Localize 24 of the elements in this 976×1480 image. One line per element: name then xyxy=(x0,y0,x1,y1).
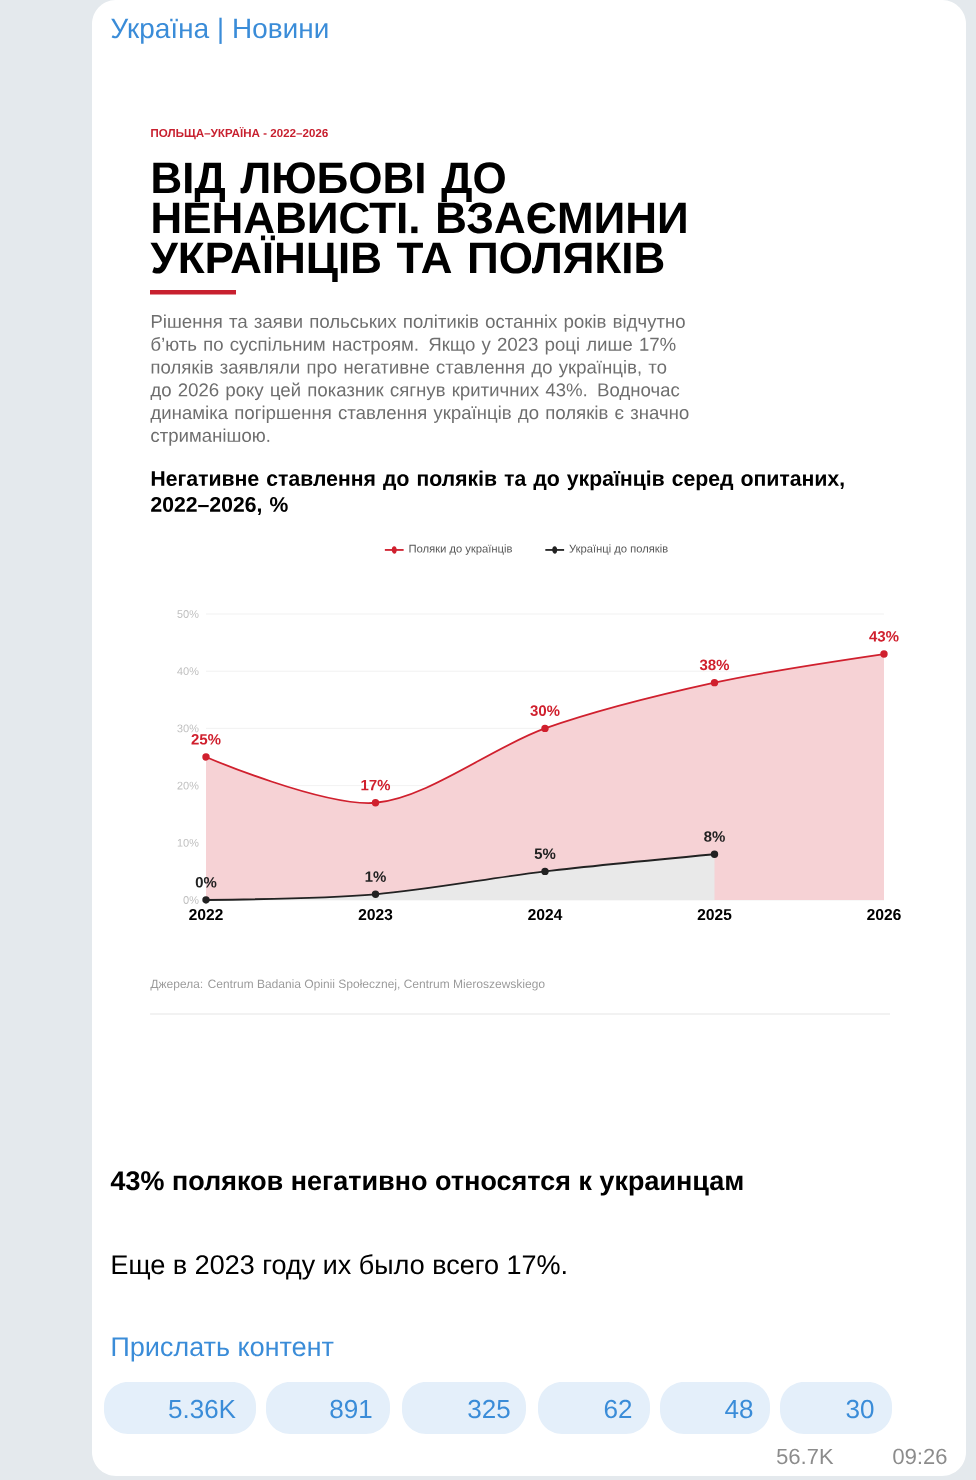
point xyxy=(202,753,210,761)
text: 325 xyxy=(468,1399,510,1419)
chart-subtitle: Негативне ставлення до поляків та до українців серед опитаних, 2022–2026, % xyxy=(151,470,844,516)
text: 43% поляков негативно относятся к украинцам xyxy=(110,1171,743,1196)
text: Рішення та заяви польських політиків останніх років відчутно б’ють по суспільним настроям. Якщо у 2023 році лише 17% поляків заявляли про негативне ставлення до українців, то до 2026 року цей показник сягнув критичних 43%. Водночас динаміка погіршення ставлення українців до поляків є значно стриманішою. xyxy=(150,314,689,446)
point xyxy=(202,896,210,904)
text: Еще в 2023 году их было всего 17%. xyxy=(112,1254,566,1280)
text: Україна | Новини xyxy=(111,17,328,44)
text: 5.36K xyxy=(169,1399,236,1419)
chart-title: ВІД ЛЮБОВІ ДО НЕНАВИСТІ. ВЗАЄМИНИ УКРАЇНЦІВ ТА ПОЛЯКІВ xyxy=(150,162,686,282)
point xyxy=(541,867,549,876)
point xyxy=(710,678,719,687)
point xyxy=(880,650,888,658)
text: 891 xyxy=(330,1399,372,1419)
text: 48 xyxy=(725,1399,753,1419)
text: 56.7K xyxy=(776,1448,834,1465)
text: 30 xyxy=(846,1399,874,1419)
point xyxy=(371,799,380,807)
text: Прислать контент xyxy=(112,1337,334,1362)
point xyxy=(371,890,380,898)
text: 62 xyxy=(604,1399,632,1419)
point xyxy=(541,724,549,733)
text: 09:26 xyxy=(893,1448,947,1465)
point xyxy=(710,850,719,858)
